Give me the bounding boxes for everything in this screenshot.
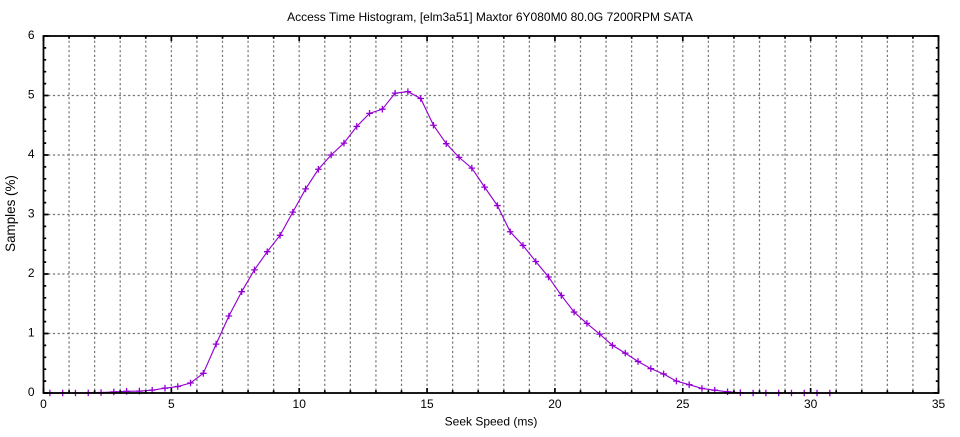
svg-text:1: 1 <box>28 325 35 339</box>
svg-text:Samples (%): Samples (%) <box>3 175 18 252</box>
svg-text:4: 4 <box>28 147 35 161</box>
svg-text:35: 35 <box>932 397 946 411</box>
svg-text:5: 5 <box>28 87 35 101</box>
svg-text:5: 5 <box>168 397 175 411</box>
svg-text:20: 20 <box>548 397 562 411</box>
svg-text:15: 15 <box>420 397 434 411</box>
svg-text:6: 6 <box>28 28 35 42</box>
svg-text:30: 30 <box>804 397 818 411</box>
svg-text:0: 0 <box>40 397 47 411</box>
svg-text:Seek Speed (ms): Seek Speed (ms) <box>445 414 538 428</box>
svg-text:0: 0 <box>28 385 35 399</box>
svg-text:25: 25 <box>676 397 690 411</box>
svg-text:Access Time Histogram, [elm3a5: Access Time Histogram, [elm3a51] Maxtor … <box>287 10 693 24</box>
svg-text:10: 10 <box>293 397 307 411</box>
svg-text:2: 2 <box>28 266 35 280</box>
svg-text:3: 3 <box>28 206 35 220</box>
